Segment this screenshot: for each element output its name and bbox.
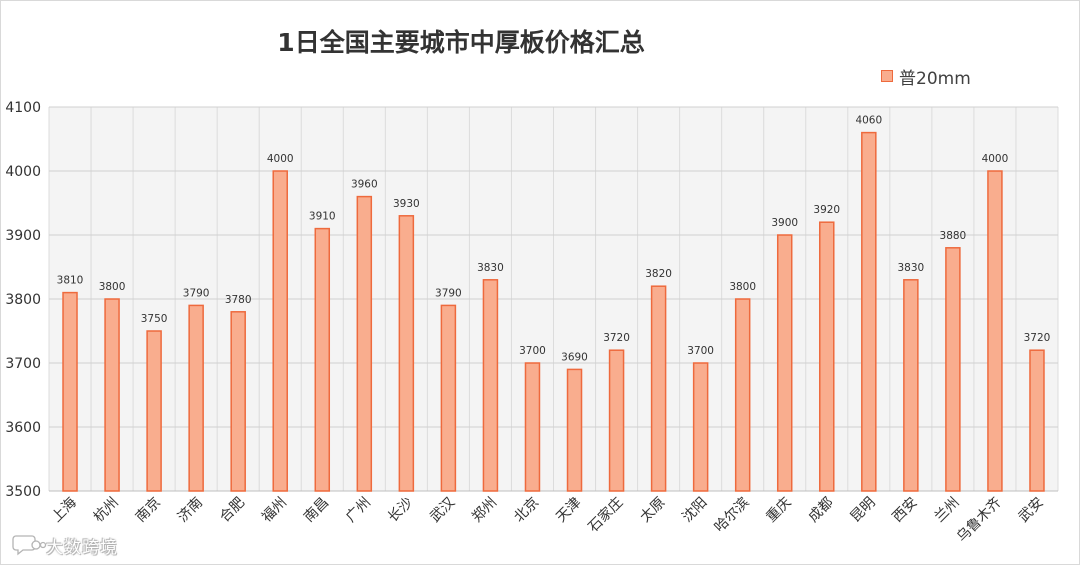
data-label: 3720 [603, 332, 630, 344]
x-tick-label: 哈尔滨 [712, 495, 753, 536]
y-tick-label: 3500 [5, 484, 41, 500]
chart-legend[interactable]: 普20mm [881, 65, 971, 89]
data-label: 3880 [940, 230, 967, 242]
bar [398, 215, 415, 492]
data-label: 3800 [729, 281, 756, 293]
data-label: 3920 [813, 204, 840, 216]
bar [861, 131, 877, 492]
bar [62, 291, 78, 492]
data-label: 3930 [393, 198, 420, 210]
bar [650, 285, 667, 492]
data-label: 3720 [1024, 332, 1051, 344]
bar [356, 195, 373, 492]
y-tick-label: 3700 [5, 356, 41, 372]
x-tick-label: 昆明 [848, 495, 879, 526]
x-tick-label: 天津 [553, 495, 584, 526]
data-label: 3690 [561, 351, 588, 363]
data-label: 4000 [267, 153, 294, 165]
bar [734, 298, 751, 492]
watermark-text: 大数跨境 [46, 537, 118, 558]
legend-label: 普20mm [899, 68, 971, 89]
bar [903, 279, 919, 492]
x-tick-label: 南京 [133, 495, 164, 526]
x-tick-label: 济南 [175, 495, 206, 526]
data-label: 4000 [982, 153, 1009, 165]
bar [272, 170, 288, 492]
bar [146, 330, 162, 492]
bar [566, 368, 583, 492]
bar [692, 362, 709, 492]
x-tick-label: 太原 [637, 495, 668, 526]
x-tick-label: 沈阳 [679, 495, 710, 526]
x-tick-label: 福州 [259, 495, 290, 526]
data-label: 3960 [351, 179, 378, 191]
x-tick-label: 武安 [1016, 495, 1047, 526]
chart-title: 1日全国主要城市中厚板价格汇总 [277, 28, 645, 57]
bar [945, 247, 961, 492]
x-tick-label: 重庆 [763, 495, 794, 526]
bar [482, 279, 499, 492]
bar [230, 311, 246, 492]
bar [524, 362, 541, 492]
bar [440, 304, 457, 492]
y-tick-label: 4100 [5, 100, 41, 116]
y-tick-label: 3600 [5, 420, 41, 436]
x-tick-label: 成都 [805, 495, 836, 526]
x-tick-label: 武汉 [427, 495, 458, 526]
data-label: 3780 [225, 294, 252, 306]
bar [776, 234, 793, 492]
bar [987, 170, 1003, 492]
x-tick-label: 南昌 [301, 495, 332, 526]
x-tick-label: 石家庄 [585, 494, 627, 536]
bar [1029, 349, 1045, 492]
data-label: 3700 [687, 345, 714, 357]
data-label: 3830 [477, 262, 504, 274]
x-tick-label: 上海 [49, 495, 80, 526]
y-tick-label: 4000 [5, 164, 41, 180]
x-tick-label: 乌鲁木齐 [954, 495, 1005, 546]
data-label: 3790 [435, 287, 462, 299]
x-tick-label: 合肥 [217, 495, 248, 526]
x-tick-label: 西安 [890, 495, 921, 526]
bar [819, 221, 835, 492]
y-tick-label: 3900 [5, 228, 41, 244]
data-label: 3830 [897, 262, 924, 274]
x-tick-label: 杭州 [91, 495, 122, 526]
data-label: 3900 [771, 217, 798, 229]
data-label: 3700 [519, 345, 546, 357]
data-label: 3810 [57, 275, 84, 287]
watermark: 大数跨境 [12, 532, 118, 558]
x-tick-label: 广州 [343, 495, 374, 526]
x-tick-label: 兰州 [932, 495, 963, 526]
bar [104, 298, 120, 492]
data-label: 4060 [855, 115, 882, 127]
data-label: 3790 [183, 287, 210, 299]
data-label: 3800 [99, 281, 126, 293]
data-label: 3820 [645, 268, 672, 280]
x-tick-label: 郑州 [469, 495, 500, 526]
x-tick-label: 长沙 [385, 495, 416, 526]
x-tick-label: 北京 [511, 495, 542, 526]
bar [314, 227, 331, 492]
chat-bubble-logo-icon [12, 535, 46, 556]
bar [608, 349, 625, 492]
bar [188, 304, 204, 492]
data-label: 3910 [309, 211, 336, 223]
data-label: 3750 [141, 313, 168, 325]
y-tick-label: 3800 [5, 292, 41, 308]
legend-swatch [881, 70, 893, 82]
